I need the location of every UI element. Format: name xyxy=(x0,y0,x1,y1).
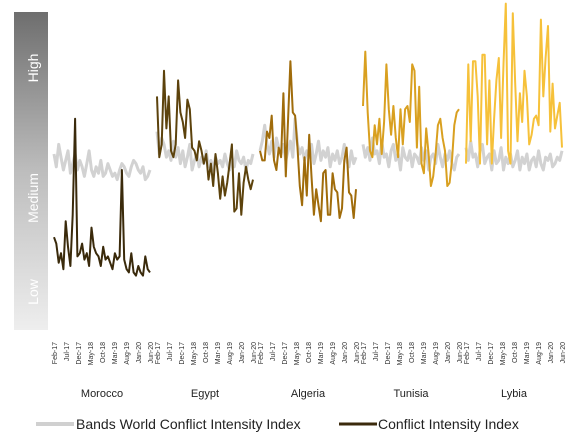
x-tick-label: May-18 xyxy=(191,342,198,365)
country-labels: Morocco Egypt Algeria Tunisia Lybia xyxy=(81,388,528,400)
conflict-index-line-tunisia xyxy=(362,50,460,187)
x-tick-label: Jan-20 xyxy=(136,342,143,364)
world-index-line-morocco xyxy=(52,142,152,182)
country-label-lybia: Lybia xyxy=(501,388,528,400)
x-tick-label: May-18 xyxy=(294,342,301,365)
world-index-line-lybia xyxy=(464,139,564,172)
legend-label-conflict-index: Conflict Intensity Index xyxy=(378,416,519,432)
country-index-lines xyxy=(53,2,563,277)
x-tick-label: Oct-18 xyxy=(306,342,313,363)
conflict-index-line-morocco xyxy=(53,117,151,277)
x-tick-label: Mar-19 xyxy=(524,342,531,364)
x-tick-label: May-18 xyxy=(88,342,95,365)
x-tick-label: Mar-19 xyxy=(421,342,428,364)
x-tick-label: Jun-20 xyxy=(560,342,567,364)
country-label-tunisia: Tunisia xyxy=(393,388,429,400)
x-tick-label: May-18 xyxy=(397,342,404,365)
x-tick-label: Jul-17 xyxy=(270,342,277,361)
x-tick-label: Oct-18 xyxy=(100,342,107,363)
country-label-egypt: Egypt xyxy=(191,388,219,400)
x-tick-label: Jul-17 xyxy=(476,342,483,361)
x-tick-label: Dec-17 xyxy=(488,342,495,365)
legend-label-world-index: Bands World Conflict Intensity Index xyxy=(76,416,301,432)
country-label-algeria: Algeria xyxy=(291,388,326,400)
x-tick-label: Aug-19 xyxy=(227,342,234,365)
x-tick-label: Feb-17 xyxy=(155,342,162,364)
band-label-high: High xyxy=(25,54,41,83)
x-tick-label: Oct-18 xyxy=(409,342,416,363)
x-tick-label: Jan-20 xyxy=(445,342,452,364)
x-tick-label: Dec-17 xyxy=(179,342,186,365)
x-tick-label: Aug-19 xyxy=(124,342,131,365)
x-tick-label: Mar-19 xyxy=(318,342,325,364)
x-tick-label: Jan-20 xyxy=(239,342,246,364)
x-tick-label: Dec-17 xyxy=(76,342,83,365)
intensity-band-bar xyxy=(14,12,48,330)
x-tick-label: Feb-17 xyxy=(464,342,471,364)
conflict-index-line-lybia xyxy=(465,2,563,165)
x-tick-label: Feb-17 xyxy=(361,342,368,364)
x-tick-label: May-18 xyxy=(500,342,507,365)
x-tick-label: Feb-17 xyxy=(258,342,265,364)
x-tick-label: Jun-20 xyxy=(148,342,155,364)
x-axis-ticks: Feb-17 Jul-17 Dec-17 May-18 Oct-18 Mar-19 Aug-… xyxy=(52,342,567,365)
x-tick-label: Jun-20 xyxy=(457,342,464,364)
x-tick-label: Jul-17 xyxy=(64,342,71,361)
legend: Bands World Conflict Intensity Index Con… xyxy=(36,416,519,432)
x-tick-label: Jun-20 xyxy=(354,342,361,364)
x-tick-label: Aug-19 xyxy=(433,342,440,365)
band-label-medium: Medium xyxy=(25,173,41,223)
x-tick-label: Aug-19 xyxy=(536,342,543,365)
x-tick-label: Jun-20 xyxy=(251,342,258,364)
x-tick-label: Feb-17 xyxy=(52,342,59,364)
x-tick-label: Dec-17 xyxy=(282,342,289,365)
world-index-line-tunisia xyxy=(361,136,461,172)
x-tick-label: Jan-20 xyxy=(548,342,555,364)
x-tick-label: Aug-19 xyxy=(330,342,337,365)
x-tick-label: Oct-18 xyxy=(512,342,519,363)
x-tick-label: Mar-19 xyxy=(215,342,222,364)
x-tick-label: Dec-17 xyxy=(385,342,392,365)
x-tick-label: Jan-20 xyxy=(342,342,349,364)
x-tick-label: Mar-19 xyxy=(112,342,119,364)
x-tick-label: Oct-18 xyxy=(203,342,210,363)
conflict-index-line-egypt xyxy=(156,69,254,216)
x-tick-label: Jul-17 xyxy=(373,342,380,361)
x-tick-label: Jul-17 xyxy=(167,342,174,361)
conflict-index-line-algeria xyxy=(259,60,357,223)
band-label-low: Low xyxy=(25,278,41,305)
country-label-morocco: Morocco xyxy=(81,388,123,400)
